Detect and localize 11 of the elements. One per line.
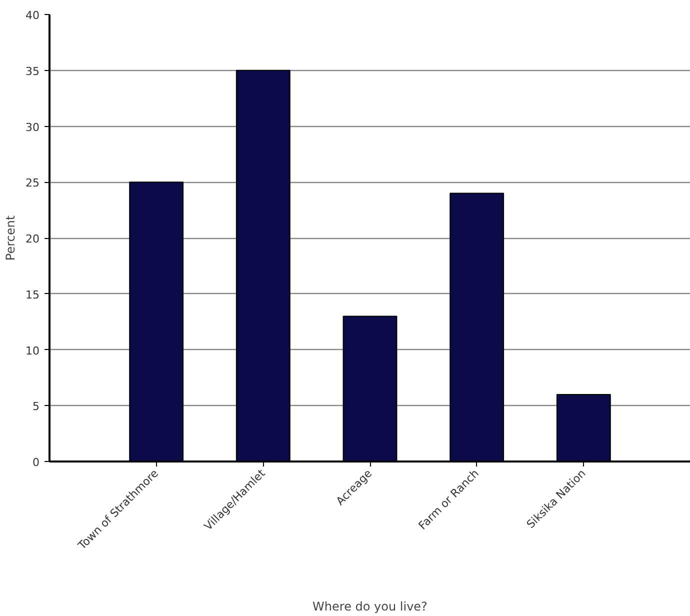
- y-tick-label: 15: [26, 288, 40, 302]
- x-axis-title: Where do you live?: [312, 600, 428, 614]
- y-tick-label: 25: [26, 176, 40, 190]
- y-tick-label: 35: [26, 64, 40, 78]
- y-axis-title: Percent: [4, 215, 18, 261]
- y-tick-label: 30: [26, 120, 40, 134]
- y-tick-label: 10: [26, 344, 40, 358]
- y-tick-label: 20: [26, 232, 40, 246]
- y-tick-label: 5: [32, 400, 40, 414]
- y-tick-label: 0: [32, 456, 40, 469]
- y-tick-label: 40: [26, 9, 40, 22]
